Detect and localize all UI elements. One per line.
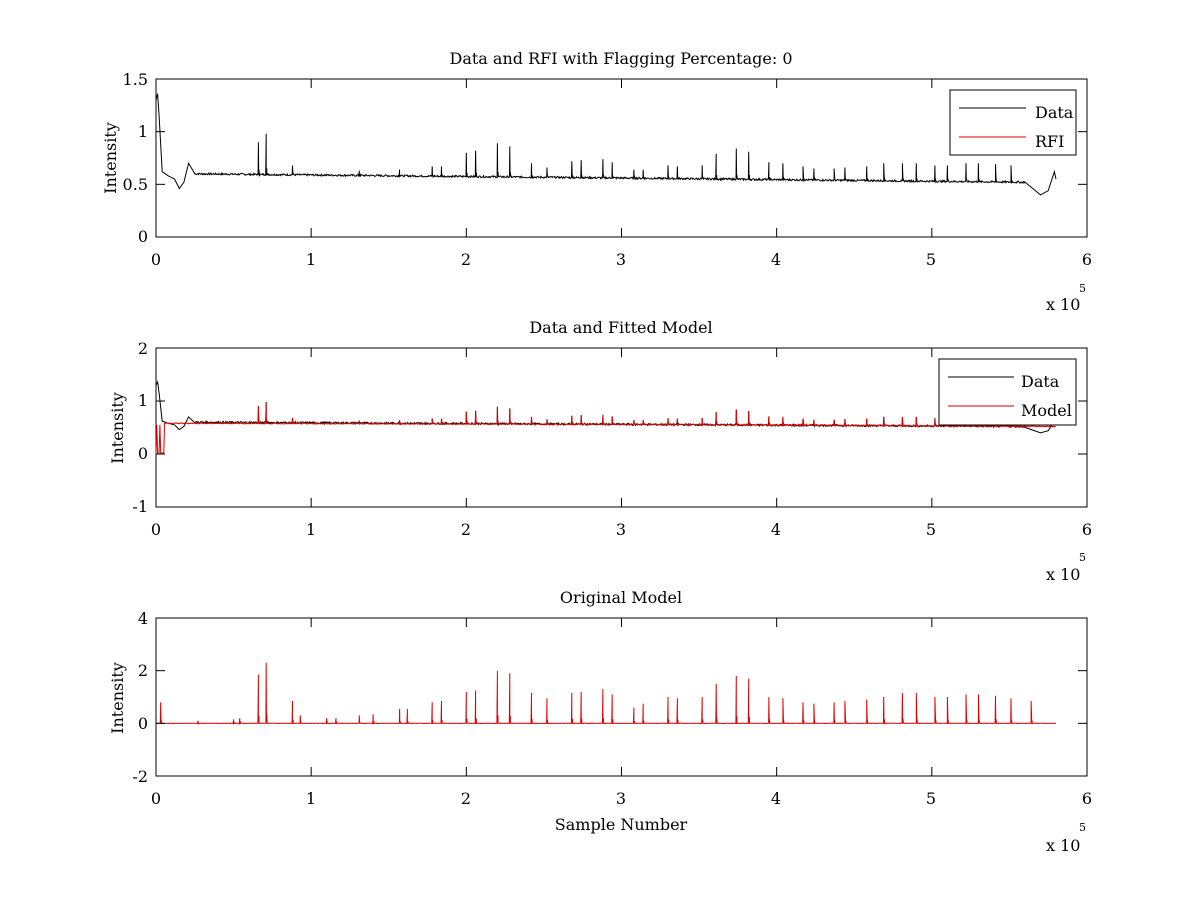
y-axis-label-1: Intensity xyxy=(101,122,120,194)
x-tick-label: 5 xyxy=(926,520,936,539)
x-tick-label: 2 xyxy=(461,250,471,269)
x-tick-label: 3 xyxy=(616,250,626,269)
series-group-3 xyxy=(155,662,1057,726)
chart-title-2: Data and Fitted Model xyxy=(529,318,712,337)
y-tick-label: 1 xyxy=(138,391,148,410)
legend-1: Data RFI xyxy=(949,89,1077,156)
panel-2: Data and Fitted Model Intensity 0 1 2 3 … xyxy=(108,318,1092,584)
y-tick-label: 0 xyxy=(138,227,148,246)
legend-label-data: Data xyxy=(1021,372,1060,391)
legend-box xyxy=(938,358,1077,426)
x-tick-label: 6 xyxy=(1082,250,1092,269)
x-tick-label: 0 xyxy=(151,250,161,269)
x-tick-label: 4 xyxy=(771,789,781,808)
series-line-original-model xyxy=(155,662,1057,726)
y-tick-label: -2 xyxy=(132,767,148,786)
chart-title-1: Data and RFI with Flagging Percentage: 0 xyxy=(449,49,792,68)
x-tick-label: 1 xyxy=(306,520,316,539)
x-tick-label: 1 xyxy=(306,789,316,808)
x-multiplier-base: x 10 xyxy=(1046,836,1080,855)
legend-label-model: Model xyxy=(1021,401,1072,420)
ticks-group-1 xyxy=(155,78,1088,238)
x-tick-label: 3 xyxy=(616,789,626,808)
x-tick-label: 4 xyxy=(771,520,781,539)
y-tick-label: 1.5 xyxy=(123,70,148,89)
x-multiplier-exponent: 5 xyxy=(1079,821,1086,834)
y-axis-label-2: Intensity xyxy=(108,392,127,464)
y-tick-label: 0.5 xyxy=(123,175,148,194)
y-tick-label: 2 xyxy=(138,661,148,680)
x-multiplier-base: x 10 xyxy=(1046,565,1080,584)
y-axis-label-3: Intensity xyxy=(108,662,127,734)
y-tick-label: -1 xyxy=(132,497,148,516)
y-tick-label: 0 xyxy=(138,444,148,463)
x-multiplier-exponent: 5 xyxy=(1079,282,1086,295)
x-tick-label: 6 xyxy=(1082,789,1092,808)
legend-label-data: Data xyxy=(1035,103,1074,122)
series-group-2 xyxy=(155,380,1057,455)
x-tick-label: 3 xyxy=(616,520,626,539)
series-group-1 xyxy=(155,93,1057,196)
plot-area-2 xyxy=(155,347,1088,508)
legend-box xyxy=(949,89,1077,156)
y-tick-label: 1 xyxy=(138,122,148,141)
panel-3: Original Model Intensity Sample Number 0… xyxy=(108,588,1092,855)
y-tick-label: 2 xyxy=(138,339,148,358)
series-line-model xyxy=(155,402,1057,455)
x-tick-label: 0 xyxy=(151,789,161,808)
x-tick-label: 0 xyxy=(151,520,161,539)
x-tick-label: 4 xyxy=(771,250,781,269)
x-tick-label: 5 xyxy=(926,789,936,808)
x-tick-label: 2 xyxy=(461,789,471,808)
x-multiplier-base: x 10 xyxy=(1046,295,1080,314)
ticks-group-2 xyxy=(155,347,1088,508)
x-tick-label: 2 xyxy=(461,520,471,539)
x-tick-label: 1 xyxy=(306,250,316,269)
plot-area-3 xyxy=(155,617,1088,777)
x-tick-label: 5 xyxy=(926,250,936,269)
plot-area-1 xyxy=(155,78,1088,238)
series-line-data xyxy=(155,93,1057,196)
legend-label-rfi: RFI xyxy=(1035,132,1064,151)
x-tick-label: 6 xyxy=(1082,520,1092,539)
legend-2: Data Model xyxy=(938,358,1077,426)
ticks-group-3 xyxy=(155,617,1088,777)
chart-title-3: Original Model xyxy=(560,588,682,607)
y-tick-label: 0 xyxy=(138,714,148,733)
y-tick-label: 4 xyxy=(138,609,148,628)
x-axis-label-3: Sample Number xyxy=(555,815,688,834)
x-multiplier-exponent: 5 xyxy=(1079,551,1086,564)
panel-1: Data and RFI with Flagging Percentage: 0… xyxy=(101,49,1092,314)
